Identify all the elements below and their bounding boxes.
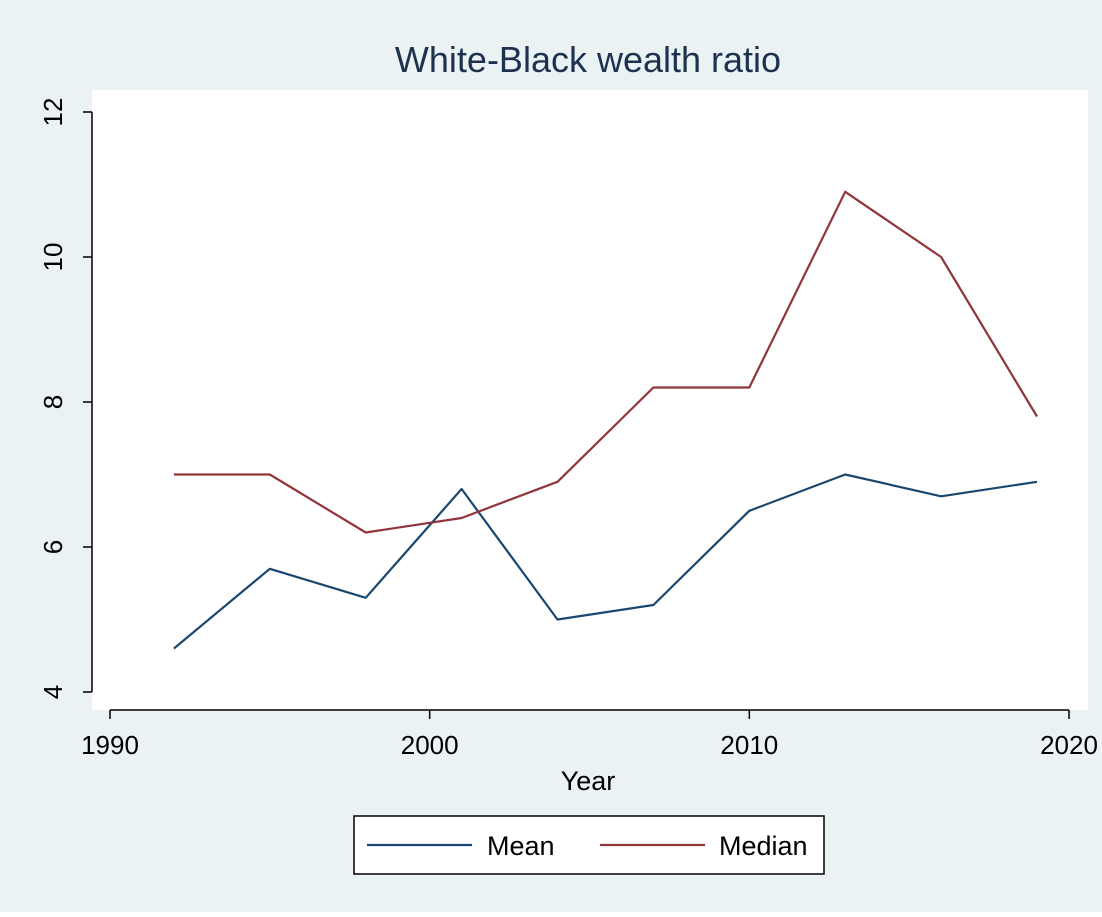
legend-label-median: Median — [719, 831, 808, 861]
y-tick-label: 12 — [38, 98, 68, 127]
y-tick-label: 6 — [38, 540, 68, 554]
series-line-mean — [173, 473, 1038, 650]
series-line-median — [173, 190, 1038, 534]
plot-area — [92, 90, 1088, 710]
y-tick-label: 4 — [38, 685, 68, 699]
x-tick-label: 2020 — [1040, 730, 1098, 760]
x-tick-label: 2000 — [401, 730, 459, 760]
y-tick-label: 8 — [38, 395, 68, 409]
x-tick-label: 1990 — [81, 730, 139, 760]
x-tick-label: 2010 — [720, 730, 778, 760]
axes: 4 6 8 10 12 1990 2000 2010 2020 — [38, 98, 1098, 760]
legend: Mean Median — [353, 815, 825, 875]
series-layer — [173, 190, 1038, 650]
y-tick-label: 10 — [38, 243, 68, 272]
legend-label-mean: Mean — [487, 831, 555, 861]
chart-title: White-Black wealth ratio — [395, 39, 781, 80]
x-axis-label: Year — [561, 766, 616, 796]
